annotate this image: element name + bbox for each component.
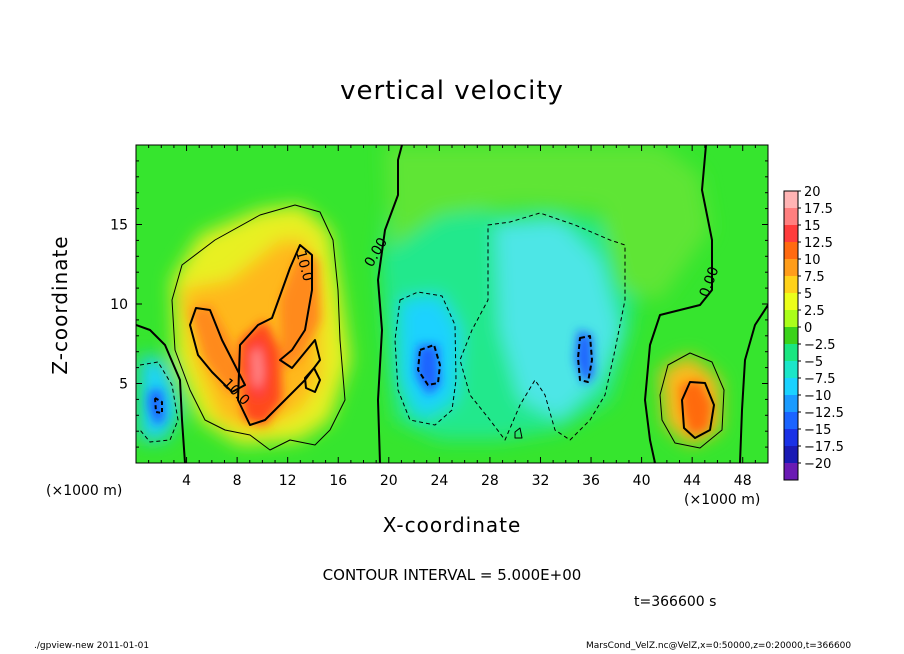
contour-minus10-2 <box>577 335 593 383</box>
colorbar-swatch-13 <box>784 412 798 429</box>
colorbar-label-0: 20 <box>804 185 821 200</box>
colorbar-label-15: −17.5 <box>804 440 844 455</box>
colorbar-label-11: −7.5 <box>804 372 836 387</box>
x-unit-left: (×1000 m) <box>46 483 123 499</box>
updraft-core-tip <box>252 348 263 388</box>
y-tick-label-0: 5 <box>119 377 128 393</box>
colorbar-label-8: 0 <box>804 321 812 336</box>
colorbar-swatch-7 <box>784 310 798 327</box>
heatmap-field: 10.0 10.0 0.00 0.00 <box>136 145 768 463</box>
colorbar-label-6: 5 <box>804 287 812 302</box>
colorbar-label-16: −20 <box>804 457 831 472</box>
y-axis-label: Z-coordinate <box>48 235 72 375</box>
contour-minus5-mid <box>394 291 457 426</box>
colorbar: 20 17.5 15 12.5 10 7.5 5 2.5 0 −2.5 −5 −7.5 −10 −12.5… <box>783 185 844 481</box>
contour-interval-text: CONTOUR INTERVAL = 5.000E+00 <box>322 566 582 584</box>
x-tick-label-3: 16 <box>329 473 347 489</box>
x-tick-label-1: 8 <box>233 473 242 489</box>
x-tick-label-9: 40 <box>633 473 651 489</box>
colorbar-label-4: 10 <box>804 253 821 268</box>
contour-minus5-center <box>459 212 626 441</box>
y-tick-label-2: 15 <box>110 218 128 234</box>
colorbar-swatch-3 <box>784 242 798 259</box>
x-tick-label-6: 28 <box>481 473 499 489</box>
colorbar-swatch-12 <box>784 395 798 412</box>
contour-minus10-1 <box>417 344 441 386</box>
colorbar-swatch-9 <box>784 344 798 361</box>
contours <box>136 145 768 463</box>
contour-plus5-right <box>659 352 725 449</box>
colorbar-swatch-8 <box>784 327 798 344</box>
x-tick-label-4: 20 <box>380 473 398 489</box>
updraft-left-arm <box>190 305 245 395</box>
colorbar-label-5: 7.5 <box>804 270 825 285</box>
colorbar-frame <box>783 190 799 481</box>
colorbar-swatch-4 <box>784 259 798 276</box>
x-ticks: 4 8 12 16 20 24 28 32 36 40 44 48 <box>148 145 756 489</box>
contour-small-1 <box>514 427 523 439</box>
colorbar-swatch-15 <box>784 446 798 463</box>
colorbar-label-13: −12.5 <box>804 406 844 421</box>
contour-plus10-main <box>237 244 321 426</box>
x-tick-label-0: 4 <box>182 473 191 489</box>
colorbar-swatch-14 <box>784 429 798 446</box>
downdraft-core-1 <box>416 345 440 395</box>
contour-label-1: 10.0 <box>292 249 316 283</box>
colorbar-swatch-16 <box>784 463 798 480</box>
footer-program: ./gpview-new 2011-01-01 <box>34 641 150 651</box>
updraft-arm <box>280 250 320 370</box>
colorbar-label-14: −15 <box>804 423 831 438</box>
colorbar-label-3: 12.5 <box>804 236 833 251</box>
y-ticks: 5 10 15 <box>110 160 768 448</box>
colorbar-label-2: 15 <box>804 219 821 234</box>
colorbar-label-7: 2.5 <box>804 304 825 319</box>
colorbar-swatch-2 <box>784 225 798 242</box>
contour-zero-left <box>136 324 186 463</box>
colorbar-swatch-11 <box>784 378 798 395</box>
x-tick-label-7: 32 <box>532 473 550 489</box>
x-axis-label: X-coordinate <box>382 513 522 537</box>
colorbar-swatch-6 <box>784 293 798 310</box>
y-tick-label-1: 10 <box>110 297 128 313</box>
colorbar-swatch-10 <box>784 361 798 378</box>
contour-zero-right-2 <box>739 304 768 463</box>
x-tick-label-8: 36 <box>582 473 600 489</box>
weak-updraft-right <box>385 145 710 300</box>
x-unit-right: (×1000 m) <box>684 492 761 508</box>
contour-zero-right <box>644 145 713 463</box>
contour-small-2 <box>304 367 321 393</box>
colorbar-swatch-0 <box>784 191 798 208</box>
contour-minus5-left <box>139 361 179 443</box>
x-tick-label-2: 12 <box>279 473 297 489</box>
updraft-right-core <box>680 380 712 435</box>
footer-source: MarsCond_VelZ.nc@VelZ,x=0:50000,z=0:2000… <box>586 641 852 651</box>
chart-title: vertical velocity <box>340 76 564 106</box>
x-tick-label-5: 24 <box>430 473 448 489</box>
contour-plus5-left <box>171 204 346 451</box>
colorbar-swatch-5 <box>784 276 798 293</box>
contour-zero-mid <box>377 145 403 463</box>
colorbar-label-1: 17.5 <box>804 202 833 217</box>
colorbar-swatch-1 <box>784 208 798 225</box>
colorbar-label-10: −5 <box>804 355 823 370</box>
contour-plus10-left <box>189 307 246 393</box>
x-tick-label-11: 48 <box>734 473 752 489</box>
colorbar-label-9: −2.5 <box>804 338 836 353</box>
contour-minus10-left <box>154 397 163 414</box>
colorbar-label-12: −10 <box>804 389 831 404</box>
contour-plus10-right <box>681 381 715 439</box>
time-stamp: t=366600 s <box>634 594 717 610</box>
x-tick-label-10: 44 <box>683 473 701 489</box>
